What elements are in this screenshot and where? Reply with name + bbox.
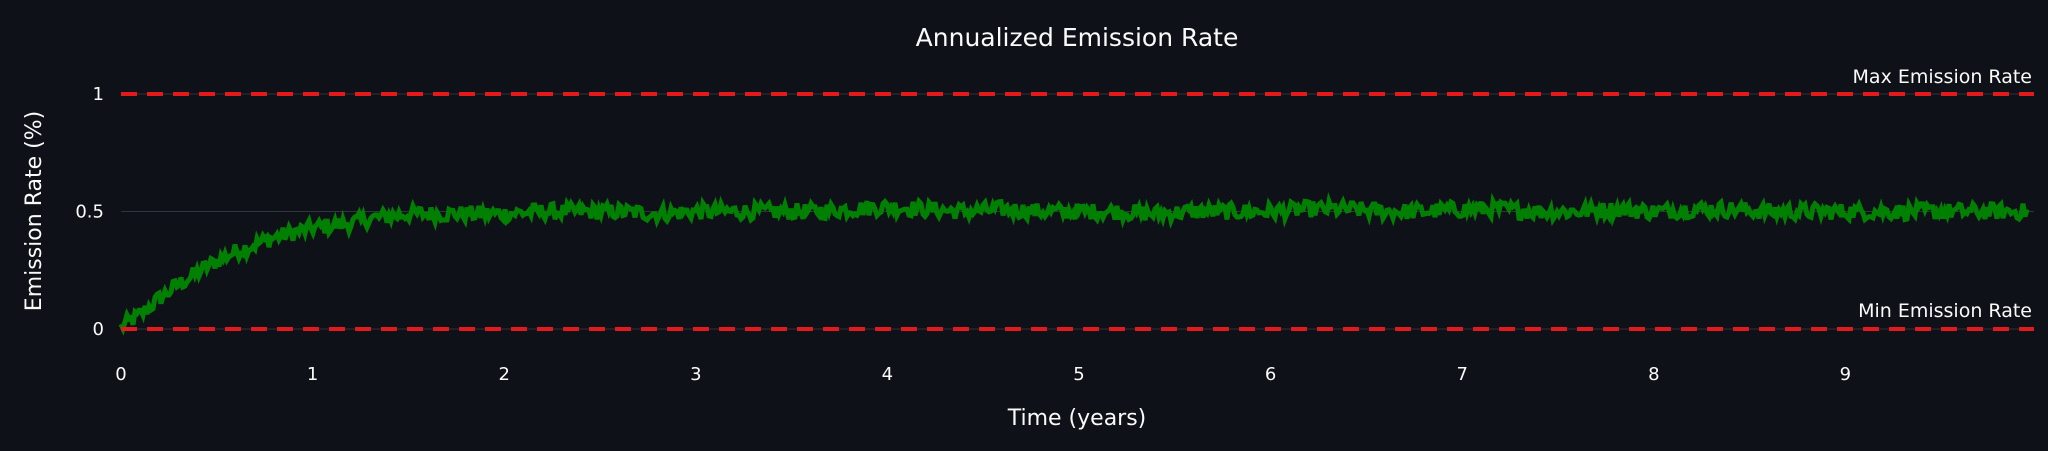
x-tick-label-9: 9 — [1840, 364, 1851, 385]
y-tick-label-0: 0 — [93, 319, 104, 340]
x-tick-label-7: 7 — [1456, 364, 1467, 385]
y-axis-label: Emission Rate (%) — [22, 111, 47, 311]
x-tick-label-2: 2 — [498, 364, 509, 385]
x-tick-label-5: 5 — [1073, 364, 1084, 385]
threshold-lines — [121, 92, 2034, 331]
x-tick-label-0: 0 — [115, 364, 126, 385]
series-line-0 — [118, 192, 2030, 336]
chart-title: Annualized Emission Rate — [916, 23, 1239, 52]
series-layer — [118, 192, 2030, 336]
y-tick-label-1: 0.5 — [75, 202, 104, 223]
x-tick-label-6: 6 — [1265, 364, 1276, 385]
x-tick-label-4: 4 — [882, 364, 893, 385]
x-tick-label-8: 8 — [1648, 364, 1659, 385]
x-tick-label-3: 3 — [690, 364, 701, 385]
x-axis-label: Time (years) — [1007, 406, 1147, 431]
max-emission-rate-label: Max Emission Rate — [1853, 66, 2032, 88]
y-tick-label-2: 1 — [93, 84, 104, 105]
x-tick-label-1: 1 — [307, 364, 318, 385]
axis-ticks: 0 1 2 3 4 5 6 7 8 9 0 0.5 1 — [75, 84, 1851, 385]
min-emission-rate-label: Min Emission Rate — [1858, 300, 2032, 322]
